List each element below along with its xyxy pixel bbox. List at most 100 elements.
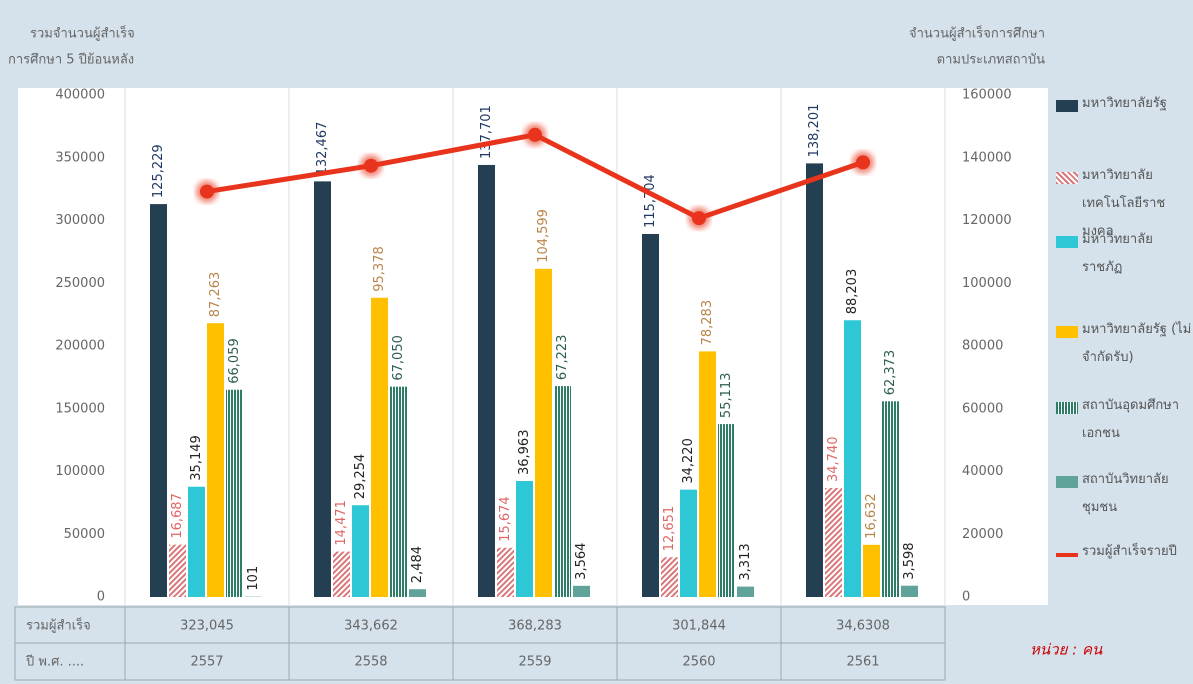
data-label: 115,704 [643, 174, 658, 228]
point [364, 158, 378, 173]
bar [169, 544, 186, 597]
legend-swatch [1056, 402, 1078, 414]
data-label: 67,050 [391, 335, 406, 381]
legend-item: มหาวิทยาลัยเทคโนโลยีราชมงคล [1056, 168, 1193, 246]
bar [478, 164, 495, 597]
bar [825, 488, 842, 597]
x-tick-label: 2557 [190, 655, 223, 670]
y2-tick-label: 40000 [962, 464, 1003, 479]
bar [863, 544, 880, 597]
bar [226, 389, 243, 597]
data-label: 14,471 [334, 500, 349, 546]
row-label: ปี พ.ศ. .... [25, 654, 84, 670]
data-label: 125,229 [151, 144, 166, 198]
y-tick-label: 150000 [55, 401, 105, 416]
bar [314, 181, 331, 598]
bar [333, 551, 350, 597]
bar [680, 489, 697, 597]
data-label: 12,651 [662, 506, 677, 552]
y2-tick-label: 60000 [962, 401, 1003, 416]
y2-tick-label: 20000 [962, 527, 1003, 542]
legend-label: มหาวิทยาลัยราชภัฏ [1082, 232, 1153, 275]
legend: มหาวิทยาลัยรัฐมหาวิทยาลัยเทคโนโลยีราชมงค… [1056, 0, 1193, 684]
y-tick-label: 250000 [55, 276, 105, 291]
bar [150, 204, 167, 598]
right-header: ตามประเภทสถาบัน [937, 53, 1045, 68]
legend-item: รวมผู้สำเร็จรายปี [1056, 544, 1193, 566]
x-tick-label: 2559 [518, 655, 551, 670]
y2-tick-label: 140000 [962, 150, 1012, 165]
y-tick-label: 100000 [55, 464, 105, 479]
left-header: การศึกษา 5 ปีย้อนหลัง [8, 52, 134, 68]
y2-tick-label: 0 [962, 590, 970, 605]
right-header: จำนวนผู้สำเร็จการศึกษา [909, 24, 1045, 42]
left-header: รวมจำนวนผู้สำเร็จ [30, 24, 135, 42]
data-label: 78,283 [700, 300, 715, 346]
y-tick-label: 200000 [55, 339, 105, 354]
data-label: 16,687 [170, 493, 185, 539]
data-label: 101 [246, 566, 261, 591]
legend-item: สถาบันอุดมศึกษาเอกชน [1056, 398, 1193, 448]
data-label: 66,059 [227, 338, 242, 384]
data-label: 34,740 [826, 437, 841, 483]
y2-tick-label: 80000 [962, 339, 1003, 354]
legend-item: สถาบันวิทยาลัยชุมชน [1056, 472, 1193, 522]
legend-label: มหาวิทยาลัยเทคโนโลยีราชมงคล [1082, 168, 1166, 239]
legend-item: มหาวิทยาลัยรัฐ (ไม่จำกัดรับ) [1056, 322, 1193, 372]
y2-tick-label: 160000 [962, 88, 1012, 103]
total-label: 301,844 [672, 619, 726, 634]
point [692, 211, 706, 226]
bar [207, 323, 224, 597]
bar [661, 557, 678, 597]
y-tick-label: 400000 [55, 88, 105, 103]
data-label: 137,701 [479, 105, 494, 159]
legend-label: สถาบันวิทยาลัยชุมชน [1082, 472, 1169, 515]
bar [806, 163, 823, 598]
unit: หน่วย : คน [1030, 641, 1103, 659]
data-label: 16,632 [864, 493, 879, 539]
data-label: 3,313 [738, 543, 753, 580]
bar [718, 424, 735, 597]
legend-item: มหาวิทยาลัยรัฐ [1056, 96, 1193, 118]
bar [554, 386, 571, 597]
bar [882, 401, 899, 597]
legend-label: สถาบันอุดมศึกษาเอกชน [1082, 398, 1180, 441]
y2-tick-label: 120000 [962, 213, 1012, 228]
x-tick-label: 2558 [354, 655, 387, 670]
data-label: 138,201 [807, 104, 822, 158]
total-label: 323,045 [180, 619, 234, 634]
y-tick-label: 300000 [55, 213, 105, 228]
bar [844, 320, 861, 597]
data-label: 35,149 [189, 435, 204, 481]
point [856, 155, 870, 170]
total-label: 343,662 [344, 619, 398, 634]
legend-swatch [1056, 476, 1078, 488]
data-label: 15,674 [498, 496, 513, 542]
data-label: 87,263 [208, 272, 223, 318]
total-label: 34,6308 [836, 619, 890, 634]
data-label: 29,254 [353, 454, 368, 500]
y2-tick-label: 100000 [962, 276, 1012, 291]
bar [371, 297, 388, 597]
legend-swatch [1056, 326, 1078, 338]
bar [699, 351, 716, 597]
data-label: 132,467 [315, 122, 330, 176]
data-label: 36,963 [517, 430, 532, 476]
bar [390, 386, 407, 597]
data-label: 88,203 [845, 269, 860, 315]
bar [352, 505, 369, 597]
legend-swatch [1056, 553, 1078, 557]
legend-swatch [1056, 100, 1078, 112]
data-label: 67,223 [555, 335, 570, 381]
bar [409, 589, 426, 597]
x-tick-label: 2561 [846, 655, 879, 670]
bar [535, 268, 552, 597]
legend-label: มหาวิทยาลัยรัฐ [1082, 96, 1167, 111]
point [528, 127, 542, 142]
bar [516, 481, 533, 597]
y-tick-label: 0 [97, 590, 105, 605]
x-tick-label: 2560 [682, 655, 715, 670]
point [200, 184, 214, 199]
